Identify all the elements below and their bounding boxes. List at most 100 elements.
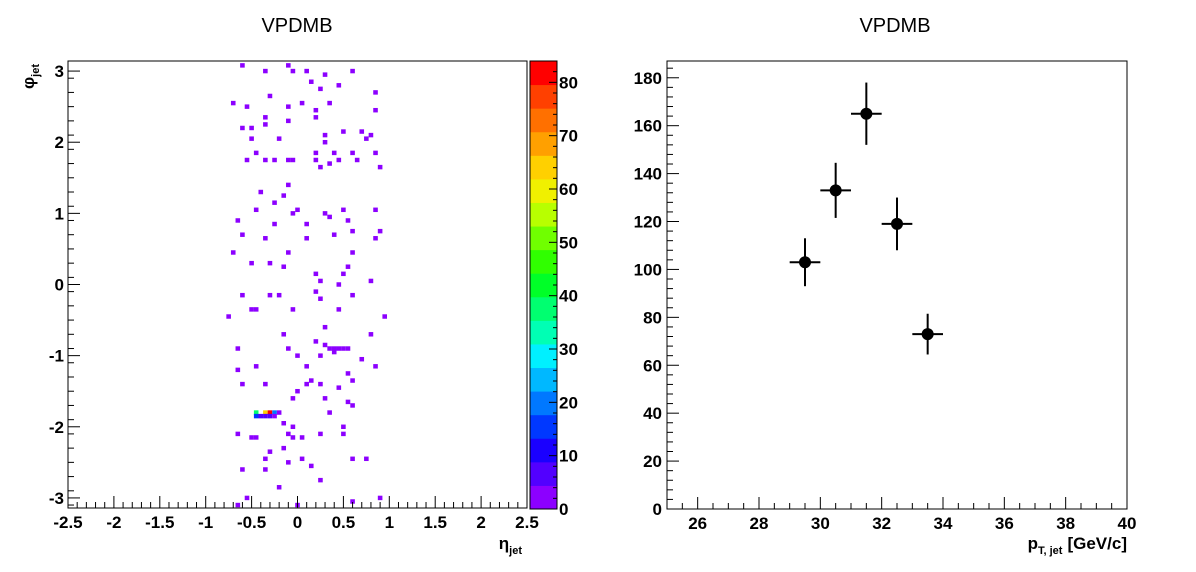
histogram-cell xyxy=(253,435,259,440)
x-tick-label: 34 xyxy=(934,514,953,533)
point-marker xyxy=(829,184,842,197)
histogram-cell xyxy=(364,456,369,462)
histogram-cell xyxy=(341,346,346,351)
x-tick-label: 1 xyxy=(385,513,394,532)
histogram-cell xyxy=(258,413,264,419)
histogram-cell xyxy=(341,271,346,277)
histogram-cell xyxy=(304,68,309,74)
histogram-cell xyxy=(258,189,264,195)
histogram-cell xyxy=(368,132,374,138)
y-tick-label: 80 xyxy=(643,308,662,327)
color-scale-bar: 0 10 20 30 40 50 60 70 80 xyxy=(529,60,578,519)
histogram-cell xyxy=(263,381,268,387)
histogram-cell xyxy=(253,410,259,415)
histogram-cell xyxy=(286,63,291,68)
histogram-cell xyxy=(263,456,268,462)
x-tick-label: 40 xyxy=(1118,514,1137,533)
histogram-cell xyxy=(249,435,254,440)
histogram-cell xyxy=(267,449,273,454)
histogram-cell xyxy=(272,200,277,205)
colorbar-segment xyxy=(530,226,557,251)
histogram-cell xyxy=(327,214,332,220)
colorbar-segment xyxy=(530,202,557,227)
y-tick-label: 100 xyxy=(634,260,662,279)
histogram-cell xyxy=(341,129,346,134)
x-tick-label: 36 xyxy=(995,514,1014,533)
histogram-cell xyxy=(368,278,374,284)
histogram-cell xyxy=(281,445,287,451)
histogram-cell xyxy=(345,399,351,405)
histogram-cell xyxy=(341,207,346,213)
histogram-cell xyxy=(281,193,287,198)
left-y-axis-label: φjet xyxy=(19,64,42,89)
histogram-cell xyxy=(263,410,268,415)
histogram-cell xyxy=(253,413,259,419)
histogram-cell xyxy=(331,232,337,237)
histogram-cell xyxy=(350,228,355,234)
colorbar-segment xyxy=(530,61,557,86)
histogram-cell xyxy=(240,63,245,68)
histogram-cell xyxy=(322,342,328,348)
data-point xyxy=(789,238,821,287)
y-tick-label: 160 xyxy=(634,117,662,136)
point-marker xyxy=(860,107,873,120)
histogram-cell xyxy=(313,339,319,344)
histogram-cell xyxy=(345,218,351,223)
x-tick-label: 32 xyxy=(872,514,891,533)
histogram-cell xyxy=(313,115,319,120)
histogram-cell xyxy=(336,307,342,312)
x-tick-label: 0.5 xyxy=(332,513,356,532)
y-tick-label: 0 xyxy=(653,500,662,519)
histogram-cell xyxy=(286,104,291,109)
histogram-cell xyxy=(290,424,296,430)
histogram-cell xyxy=(336,282,342,287)
histogram-cell xyxy=(235,502,241,508)
histogram-cell xyxy=(304,381,309,387)
histogram-cell xyxy=(244,495,250,501)
histogram-cell xyxy=(281,264,287,269)
histogram-cell xyxy=(304,236,309,241)
histogram-cell xyxy=(267,93,273,99)
histogram-cell xyxy=(331,349,337,355)
histogram-cell xyxy=(322,72,328,77)
histogram-cell xyxy=(373,207,378,213)
histogram-cell xyxy=(313,157,319,163)
colorbar-tick-label: 0 xyxy=(559,500,568,519)
histogram-cell xyxy=(322,132,328,138)
colorbar-segment xyxy=(530,414,557,439)
histogram-cell xyxy=(295,207,300,213)
colorbar-segment xyxy=(530,367,557,392)
histogram-cell xyxy=(304,221,309,227)
histogram-cell xyxy=(290,435,296,440)
colorbar-tick-label: 70 xyxy=(559,127,578,146)
histogram-cell xyxy=(336,346,342,351)
data-point xyxy=(881,197,913,251)
histogram-cell xyxy=(359,129,365,134)
histogram-cell xyxy=(345,346,351,351)
x-tick-label: 38 xyxy=(1056,514,1075,533)
histogram-cell xyxy=(373,150,378,156)
histogram-cell xyxy=(253,150,259,156)
histogram-cell xyxy=(318,381,323,387)
histogram-cell xyxy=(290,157,296,163)
x-tick-label: 2 xyxy=(476,513,485,532)
histogram-cell xyxy=(281,420,287,426)
histogram-cell xyxy=(286,460,291,465)
histogram-cell xyxy=(318,353,323,358)
y-tick-label: 60 xyxy=(643,356,662,375)
y-tick-label: 0 xyxy=(55,276,64,295)
data-points xyxy=(789,82,943,355)
histogram-cell xyxy=(331,346,337,351)
histogram-cell xyxy=(240,467,245,472)
colorbar-segment xyxy=(530,343,557,369)
histogram-cell xyxy=(249,136,254,141)
right-chart-title: VPDMB xyxy=(859,15,930,37)
histogram-cell xyxy=(286,346,291,351)
right-plot-frame xyxy=(666,60,1128,510)
left-x-axis: -2.5 -2 -1.5 -1 -0.5 0 0.5 1 1.5 2 2.5 xyxy=(53,496,539,532)
histogram-cell xyxy=(230,100,236,106)
colorbar-tick-label: 50 xyxy=(559,233,578,252)
histogram-cell xyxy=(295,388,300,394)
x-tick-label: -2 xyxy=(106,513,121,532)
histogram-cell xyxy=(230,250,236,255)
